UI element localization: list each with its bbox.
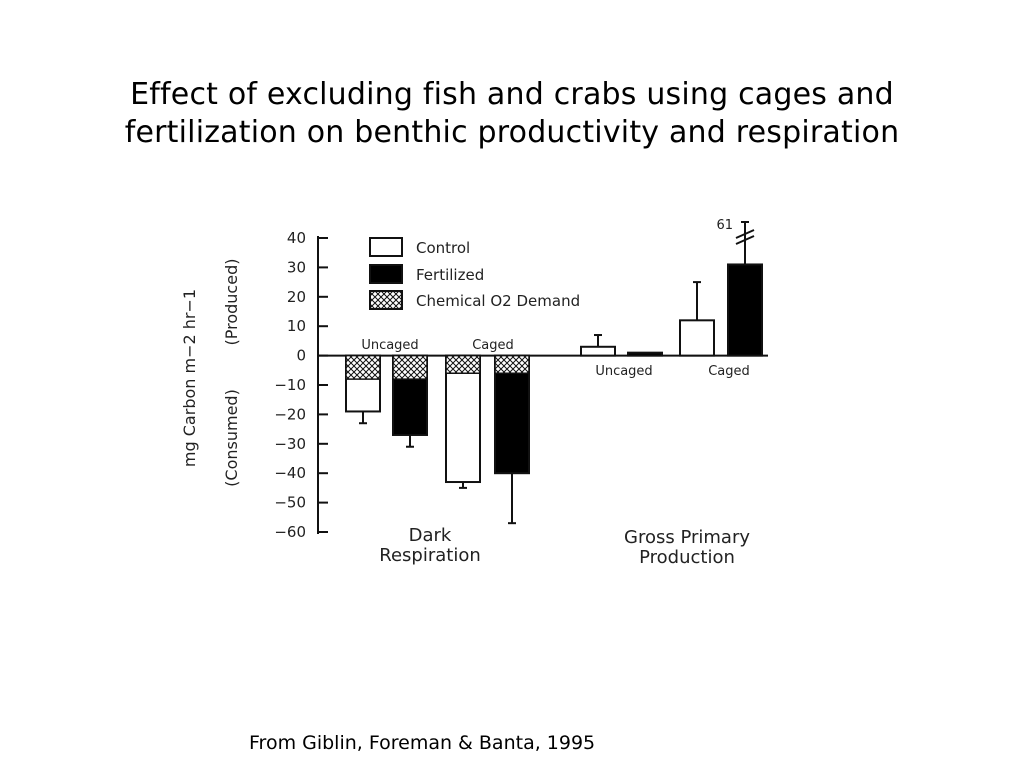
legend-label-cod: Chemical O2 Demand [416,292,580,310]
source-citation: From Giblin, Foreman & Banta, 1995 [249,732,596,754]
panel-label-line2: Respiration [379,545,481,566]
bar-fertilized [627,351,663,357]
legend-swatch-cod [369,290,403,310]
bar-cod-overlay [345,354,381,380]
y-tick-label: −30 [274,435,306,453]
y-tick-label: −50 [274,494,306,512]
legend-swatch-fertilized [369,264,403,284]
title-line-1: Effect of excluding fish and crabs using… [130,77,894,112]
panel-label-line1: Gross Primary [624,527,750,548]
y-tick-label: 30 [287,258,306,276]
bar-cod-overlay [392,354,428,380]
bar-cod-overlay [494,354,530,374]
group-label: Uncaged [595,364,652,379]
panel-label-line2: Production [639,547,735,568]
y-tick-label: −60 [274,523,306,541]
y-axis-produced-label: (Produced) [222,259,241,346]
slide-title: Effect of excluding fish and crabs using… [0,76,1024,152]
y-tick-label: −10 [274,376,306,394]
bar-control [580,345,616,357]
y-tick-label: −20 [274,405,306,423]
axis-break-mark [735,235,755,245]
group-label: Caged [708,364,750,379]
axis-break-mark [735,229,755,239]
y-tick-label: 10 [287,317,306,335]
bar-control [445,354,481,484]
bar-fertilized [727,263,763,357]
bar-control [679,319,715,357]
group-label: Uncaged [361,338,418,353]
y-tick-label: −40 [274,464,306,482]
y-tick-label: 20 [287,288,306,306]
group-label: Caged [472,338,514,353]
bar-fertilized [494,354,530,475]
legend-label-fertilized: Fertilized [416,266,484,284]
y-axis-label: mg Carbon m−2 hr−1 [180,289,199,467]
y-tick-label: 40 [287,229,306,247]
title-line-2: fertilization on benthic productivity an… [124,115,900,150]
legend-label-control: Control [416,239,470,257]
bar-cod-overlay [445,354,481,374]
error-value-label: 61 [716,218,733,233]
panel-label-line1: Dark [409,525,452,546]
y-axis-consumed-label: (Consumed) [222,389,241,487]
legend-swatch-control [369,237,403,257]
y-tick-label: 0 [296,347,306,365]
